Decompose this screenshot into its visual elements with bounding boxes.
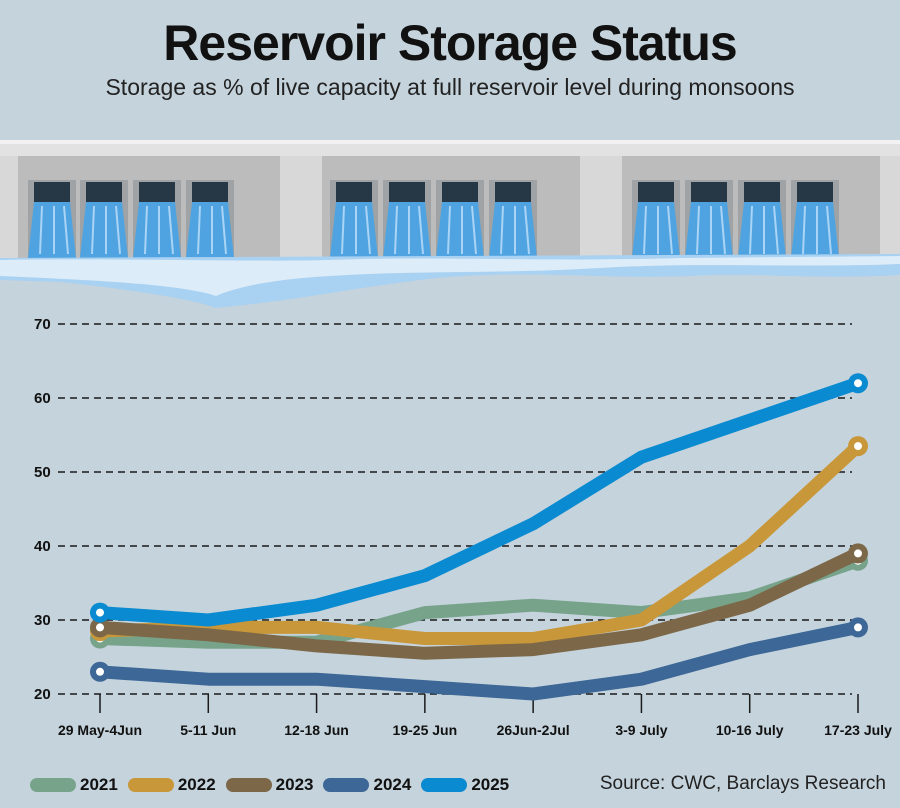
series-endpoint-dot-2023	[854, 549, 862, 558]
x-tick-label: 26Jun-2Jul	[497, 722, 570, 738]
legend-item-2022: 2022	[127, 775, 216, 795]
gate-opening	[86, 182, 122, 202]
series-line-2022	[93, 439, 865, 645]
water-streak	[39, 205, 69, 255]
gate-opening	[442, 182, 478, 202]
series-line-2025	[93, 376, 865, 627]
legend-label-2022: 2022	[177, 775, 216, 794]
series-endpoint-dot-2023	[96, 623, 104, 632]
legend-swatch-2024	[323, 778, 370, 792]
water-streak	[91, 205, 121, 255]
gate-opening	[336, 182, 372, 202]
gate-opening	[192, 182, 228, 202]
water-streak	[749, 205, 779, 255]
series-endpoint-dot-2024	[854, 623, 862, 632]
source-note: Source: CWC, Barclays Research	[599, 773, 886, 794]
series-endpoint-dot-2022	[854, 442, 862, 451]
legend-swatch-2025	[421, 778, 468, 792]
water-streak	[394, 205, 424, 255]
legend-label-2024: 2024	[373, 775, 412, 794]
series-endpoint-dot-2025	[96, 608, 104, 617]
x-tick-label: 17-23 July	[824, 722, 892, 738]
legend-swatch-2022	[127, 778, 174, 792]
legend-label-2025: 2025	[471, 775, 510, 794]
y-tick-label: 30	[34, 612, 51, 629]
x-tick-label: 5-11 Jun	[180, 722, 236, 738]
water-streak	[802, 205, 832, 255]
gate-opening	[638, 182, 674, 202]
legend-label-2023: 2023	[275, 775, 314, 794]
gate-opening	[139, 182, 175, 202]
water-streak	[500, 205, 530, 255]
chart-subtitle: Storage as % of live capacity at full re…	[105, 74, 795, 100]
series-line-2024	[93, 620, 865, 701]
legend-item-2024: 2024	[323, 775, 411, 795]
water-streak	[696, 205, 726, 255]
legend-item-2025: 2025	[421, 775, 509, 795]
x-tick-label: 19-25 Jun	[393, 722, 458, 738]
dam-illustration	[0, 140, 900, 308]
gate-opening	[797, 182, 833, 202]
legend-label-2021: 2021	[80, 775, 118, 794]
x-tick-label: 12-18 Jun	[284, 722, 349, 738]
water-streak	[643, 205, 673, 255]
y-tick-label: 20	[34, 686, 51, 703]
y-tick-label: 60	[34, 390, 51, 407]
water-streak	[447, 205, 477, 255]
gate-opening	[495, 182, 531, 202]
gate-opening	[34, 182, 70, 202]
series-line-2023	[93, 546, 865, 660]
legend-swatch-2021	[30, 778, 76, 792]
x-tick-label: 3-9 July	[615, 722, 667, 738]
chart-title: Reservoir Storage Status	[163, 15, 737, 71]
gate-opening	[389, 182, 425, 202]
legend: 2021 2022 2023 2024 2025	[30, 770, 519, 800]
x-tick-label: 10-16 July	[716, 722, 784, 738]
gate-opening	[691, 182, 727, 202]
water-streak	[144, 205, 174, 255]
y-tick-label: 70	[34, 316, 51, 333]
x-tick-label: 29 May-4Jun	[58, 722, 142, 738]
legend-swatch-2023	[225, 778, 272, 792]
water-streak	[341, 205, 371, 255]
series-endpoint-dot-2025	[854, 379, 862, 388]
y-tick-label: 50	[34, 464, 51, 481]
gate-opening	[744, 182, 780, 202]
y-tick-label: 40	[34, 538, 51, 555]
legend-item-2021: 2021	[30, 775, 118, 795]
water-streak	[197, 205, 227, 255]
legend-item-2023: 2023	[225, 775, 314, 795]
series-endpoint-dot-2024	[96, 667, 104, 676]
